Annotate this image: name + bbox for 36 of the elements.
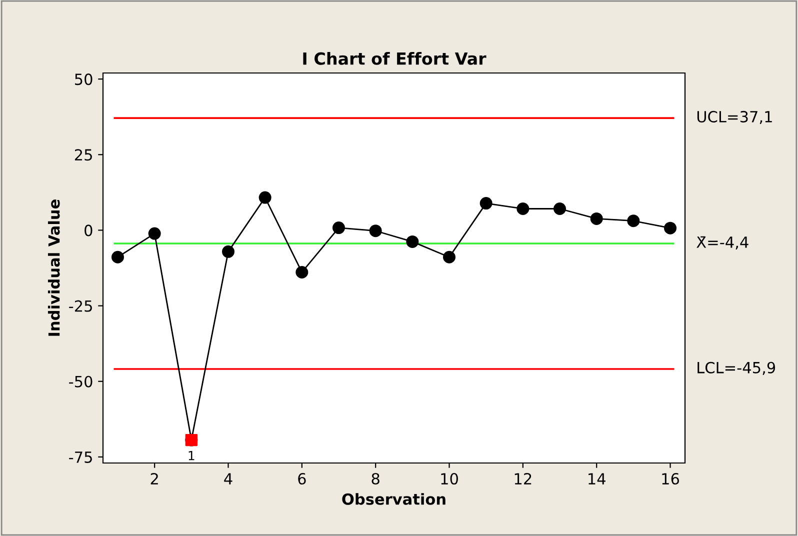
ref-line-label: LCL=-45,9 xyxy=(698,362,776,375)
x-tick-label: 8 xyxy=(372,472,380,485)
x-tick-label: 6 xyxy=(298,472,306,485)
y-tick-label: -50 xyxy=(69,376,92,388)
y-axis-title: Individual Value xyxy=(48,200,60,336)
y-tick-label: 50 xyxy=(75,74,92,86)
point xyxy=(369,224,382,238)
point xyxy=(554,202,566,215)
point xyxy=(332,222,345,234)
ref-line-label: UCL=37,1 xyxy=(697,110,772,124)
y-tick-label: 25 xyxy=(74,149,92,161)
point xyxy=(222,245,234,258)
y-tick-label: -75 xyxy=(69,452,92,463)
x-tick-label: 14 xyxy=(588,473,606,484)
x-tick-label: 16 xyxy=(662,472,680,485)
point xyxy=(148,227,161,240)
x-tick-label: 4 xyxy=(224,473,232,484)
x-tick-label: 12 xyxy=(514,472,532,484)
point xyxy=(296,266,308,278)
point xyxy=(406,235,419,248)
point xyxy=(480,197,492,210)
point xyxy=(664,222,677,234)
annotation: 1 xyxy=(188,451,194,460)
point xyxy=(258,191,272,204)
point xyxy=(627,214,640,228)
point xyxy=(590,212,603,225)
chart-title: I Chart of Effort Var xyxy=(303,52,486,65)
x-axis-title: Observation xyxy=(342,493,446,505)
point xyxy=(111,250,124,264)
y-tick-label: -25 xyxy=(69,300,92,312)
y-tick-label: 0 xyxy=(84,224,92,236)
ref-line-label: X̄=-4,4 xyxy=(696,236,748,250)
point xyxy=(443,250,456,264)
point xyxy=(516,202,530,215)
x-tick-label: 10 xyxy=(441,472,458,485)
x-tick-label: 2 xyxy=(150,472,158,484)
